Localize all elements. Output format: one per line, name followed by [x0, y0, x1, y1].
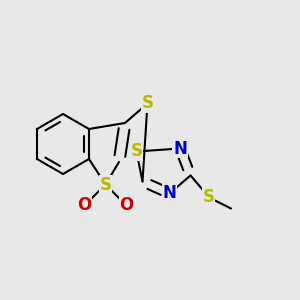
- Text: O: O: [77, 196, 92, 214]
- Text: S: S: [100, 176, 112, 194]
- Text: N: N: [163, 184, 176, 202]
- Text: S: S: [202, 188, 214, 206]
- Text: S: S: [130, 142, 142, 160]
- Text: N: N: [173, 140, 187, 158]
- Text: O: O: [119, 196, 134, 214]
- Text: S: S: [142, 94, 154, 112]
